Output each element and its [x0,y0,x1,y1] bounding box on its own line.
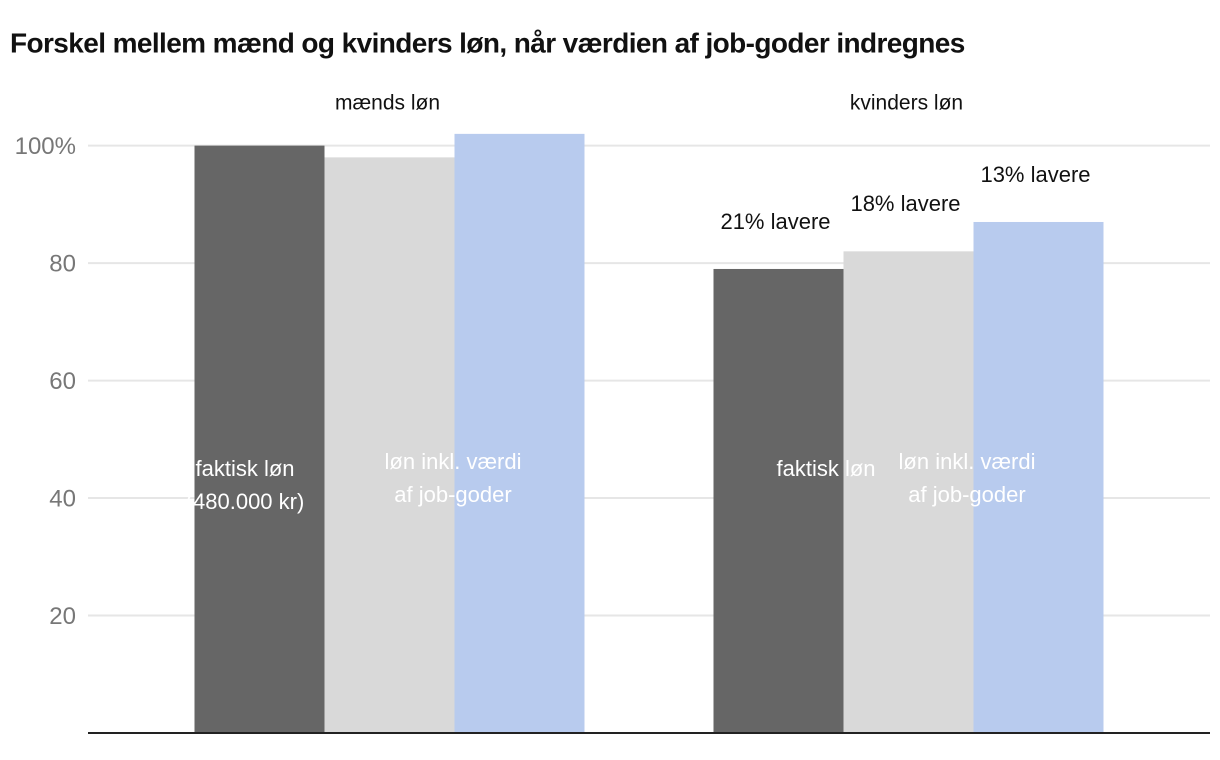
bar-label: løn inkl. værdi [385,449,522,474]
bar-label: af job-goder [394,482,511,507]
bar [194,145,325,734]
chart-title: Forskel mellem mænd og kvinders løn, når… [10,27,965,58]
bar-label: af job-goder [908,482,1025,507]
bar-label: (480.000 kr) [186,489,305,514]
bar-label: faktisk løn [195,456,294,481]
y-tick-label: 40 [49,485,76,512]
annotation: 13% lavere [980,162,1090,187]
bar [713,268,844,733]
bar [973,221,1104,733]
category-label: kvinders løn [850,92,963,115]
annotation: 18% lavere [850,191,960,216]
category-label: mænds løn [335,92,440,115]
y-tick-label: 100% [15,133,76,160]
bar [454,133,585,733]
y-tick-label: 60 [49,368,76,395]
bar [843,251,974,733]
annotation: 21% lavere [720,209,830,234]
y-tick-label: 20 [49,603,76,630]
bar [324,157,455,734]
bar-label: løn inkl. værdi [899,449,1036,474]
y-tick-label: 80 [49,250,76,277]
bar-label: faktisk løn [776,456,875,481]
